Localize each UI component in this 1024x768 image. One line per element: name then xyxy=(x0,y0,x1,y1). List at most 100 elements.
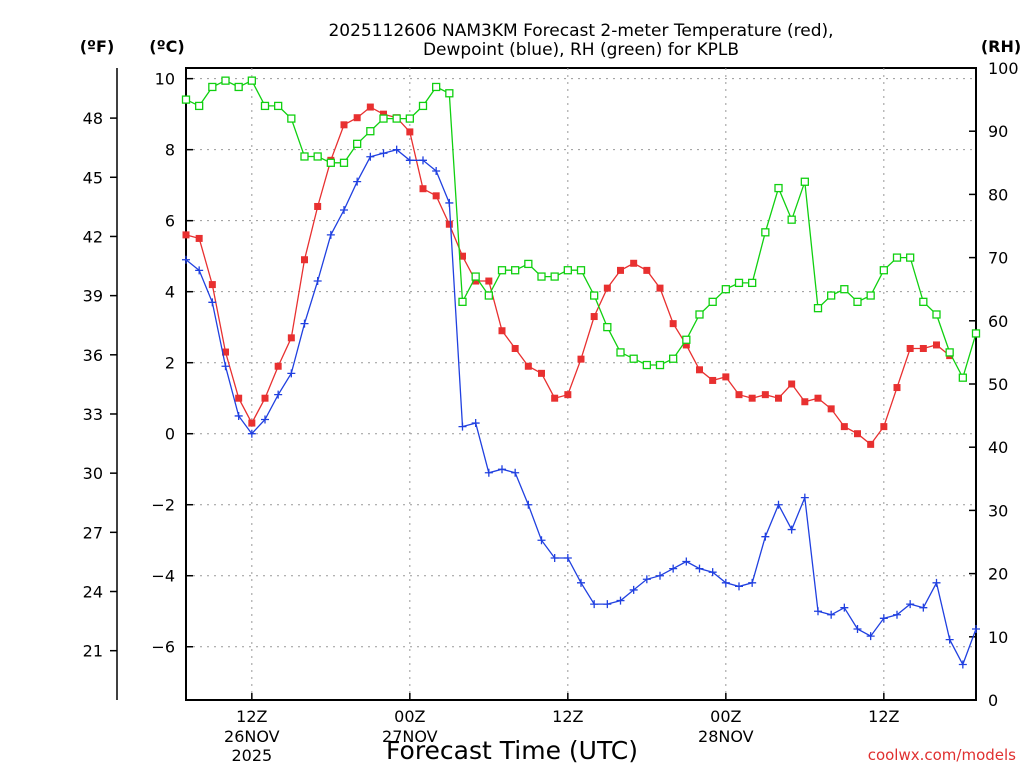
dewpoint-point-7 xyxy=(274,390,283,399)
temperature-point-26 xyxy=(524,362,532,370)
temperature-series xyxy=(182,103,954,448)
rh-point-19 xyxy=(432,82,441,92)
dewpoint-point-32 xyxy=(603,600,612,609)
rh-point-3 xyxy=(221,76,230,85)
temperature-point-18 xyxy=(419,185,427,193)
rh-point-5 xyxy=(247,76,256,85)
rh-point-60 xyxy=(971,329,981,338)
dewpoint-point-9 xyxy=(300,319,309,328)
x-tick-label-2: 12Z xyxy=(552,707,583,726)
fahrenheit-tick-label-2: 42 xyxy=(83,227,103,246)
rh-point-25 xyxy=(511,266,520,275)
temperature-point-55 xyxy=(906,344,914,352)
rh-point-0 xyxy=(181,95,191,104)
rh-point-24 xyxy=(497,266,507,275)
dewpoint-point-48 xyxy=(814,607,822,616)
temperature-point-23 xyxy=(485,277,493,285)
plot-area xyxy=(185,67,977,701)
rh-tick-label-3: 70 xyxy=(988,249,1008,268)
x-tick-date-3: 28NOV xyxy=(698,727,754,746)
rh-point-40 xyxy=(708,297,717,306)
fahrenheit-tick-label-0: 48 xyxy=(83,109,103,128)
temperature-point-13 xyxy=(353,114,361,122)
dewpoint-point-4 xyxy=(234,411,243,420)
rh-point-33 xyxy=(616,348,625,357)
rh-point-26 xyxy=(524,259,533,269)
temperature-point-20 xyxy=(445,220,453,228)
dewpoint-point-57 xyxy=(932,578,941,587)
temperature-point-19 xyxy=(432,192,440,200)
fahrenheit-tick-label-4: 36 xyxy=(83,346,103,365)
dewpoint-point-20 xyxy=(445,198,454,207)
dewpoint-point-51 xyxy=(853,624,862,633)
rh-point-11 xyxy=(326,158,335,167)
temperature-point-14 xyxy=(366,103,374,111)
temperature-point-31 xyxy=(590,313,598,321)
dewpoint-point-52 xyxy=(866,632,875,641)
chart-subtitle: Dewpoint (blue), RH (green) for KPLB xyxy=(423,40,739,60)
dewpoint-point-12 xyxy=(340,206,348,215)
rh-point-52 xyxy=(866,291,875,300)
temperature-point-15 xyxy=(380,110,387,118)
dewpoint-point-18 xyxy=(419,156,427,165)
dewpoint-point-44 xyxy=(761,532,770,541)
dewpoint-point-24 xyxy=(498,465,506,474)
rh-point-39 xyxy=(695,310,704,319)
dewpoint-point-37 xyxy=(669,564,678,573)
temperature-point-0 xyxy=(182,231,190,239)
celsius-tick-label-0: 10 xyxy=(155,70,175,89)
temperature-point-42 xyxy=(735,391,743,399)
rh-point-23 xyxy=(484,291,493,300)
rh-point-16 xyxy=(392,114,401,123)
rh-point-20 xyxy=(445,89,454,98)
temperature-point-22 xyxy=(472,277,480,285)
rh-point-28 xyxy=(550,272,559,281)
rh-point-59 xyxy=(958,373,967,382)
temperature-point-47 xyxy=(801,398,809,406)
rh-point-56 xyxy=(919,297,928,306)
dewpoint-point-59 xyxy=(958,660,967,669)
rh-point-21 xyxy=(458,297,467,306)
dewpoint-point-0 xyxy=(182,255,190,264)
dewpoint-point-53 xyxy=(879,614,888,623)
rh-point-44 xyxy=(761,228,770,237)
rh-point-57 xyxy=(932,310,941,319)
fahrenheit-tick-label-6: 30 xyxy=(83,464,103,483)
axis-ticks: 1086420−2−4−6484542393633302724211009080… xyxy=(83,59,1019,765)
dewpoint-point-39 xyxy=(695,564,704,573)
temperature-point-8 xyxy=(287,334,295,342)
rh-tick-label-8: 20 xyxy=(988,565,1008,584)
x-tick-date-1: 27NOV xyxy=(382,727,438,746)
rh-point-2 xyxy=(208,82,217,92)
temperature-point-17 xyxy=(406,128,414,136)
temperature-point-7 xyxy=(274,362,282,370)
dewpoint-point-8 xyxy=(287,369,296,378)
temperature-point-24 xyxy=(498,327,506,335)
chart-title: 2025112606 NAM3KM Forecast 2-meter Tempe… xyxy=(328,21,833,41)
dewpoint-point-27 xyxy=(537,536,546,545)
dewpoint-point-22 xyxy=(471,419,480,428)
dewpoint-point-5 xyxy=(247,429,256,438)
temperature-point-21 xyxy=(459,252,466,260)
celsius-tick-label-5: 0 xyxy=(165,425,175,444)
rh-point-6 xyxy=(260,101,270,111)
temperature-point-53 xyxy=(880,423,888,431)
celsius-axis-unit: (ºC) xyxy=(149,37,184,56)
rh-point-32 xyxy=(603,322,612,332)
temperature-point-3 xyxy=(222,348,229,356)
rh-point-34 xyxy=(629,354,638,363)
rh-point-7 xyxy=(274,101,283,111)
rh-point-4 xyxy=(234,82,243,92)
rh-line xyxy=(185,79,977,380)
temperature-point-45 xyxy=(775,394,782,402)
credit-label: coolwx.com/models xyxy=(868,746,1016,764)
dewpoint-point-45 xyxy=(774,500,783,509)
rh-point-50 xyxy=(840,285,849,294)
temperature-point-35 xyxy=(643,266,651,274)
rh-point-10 xyxy=(313,152,322,161)
x-tick-label-3: 00Z xyxy=(710,707,741,726)
x-tick-label-1: 00Z xyxy=(394,707,425,726)
dewpoint-point-58 xyxy=(945,635,954,644)
rh-tick-label-1: 90 xyxy=(988,122,1008,141)
